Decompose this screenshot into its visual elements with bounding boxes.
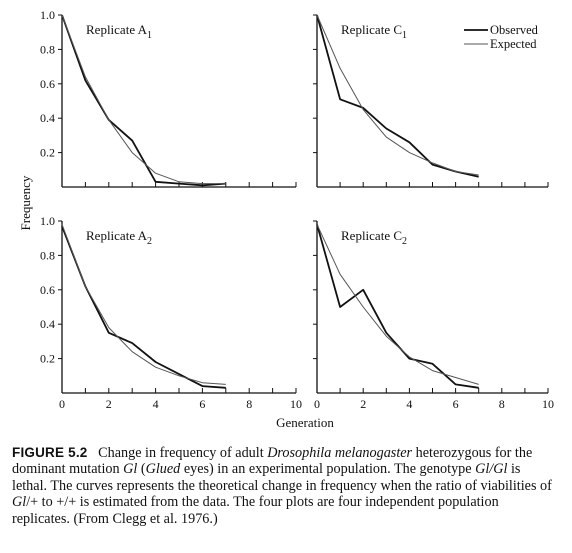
observed-line <box>61 225 226 389</box>
observed-line <box>316 224 479 389</box>
figure-caption: FIGURE 5.2 Change in frequency of adult … <box>12 445 557 527</box>
x-tick-label: 6 <box>453 397 459 411</box>
panel-0: 0.2 0.4 0.6 0.8 1.0 Replicate A1 <box>40 8 297 188</box>
caption-text: heterozygous for the dominant mutation <box>12 445 533 478</box>
caption-text: /+ to +/+ is estimated from the data. Th… <box>12 494 499 527</box>
caption-text: ( <box>137 461 146 478</box>
x-tick-label: 4 <box>153 397 159 411</box>
x-tick-label: 8 <box>246 397 252 411</box>
x-tick-label: 2 <box>106 397 112 411</box>
y-tick-label: 0.4 <box>40 111 55 125</box>
panel-title: Replicate A2 <box>86 228 152 247</box>
x-tick-label: 8 <box>499 397 505 411</box>
panel-title-subscript: 2 <box>402 236 407 247</box>
panel-title-text: Replicate C <box>341 228 402 243</box>
x-tick-label: 2 <box>360 397 366 411</box>
panel-title-subscript: 2 <box>147 236 152 247</box>
expected-line <box>61 224 226 385</box>
legend-observed-label: Observed <box>490 23 539 37</box>
y-tick-label: 0.2 <box>40 146 55 160</box>
panel-title-subscript: 1 <box>402 30 407 41</box>
x-tick-label: 10 <box>542 397 554 411</box>
y-tick-label: 1.0 <box>40 8 55 22</box>
y-tick-label: 0.8 <box>40 248 55 262</box>
y-tick-label: 0.8 <box>40 42 55 56</box>
expected-line <box>61 14 226 185</box>
panel-title-text: Replicate A <box>86 22 148 37</box>
panel-title-text: Replicate C <box>341 22 402 37</box>
x-tick-label: 0 <box>314 397 320 411</box>
y-tick-label: 0.6 <box>40 283 55 297</box>
y-axis-label: Frequency <box>18 175 33 230</box>
x-axis-label: Generation <box>276 415 334 430</box>
caption-genotype: Gl <box>12 494 27 511</box>
y-tick-label: 0.6 <box>40 77 55 91</box>
observed-line <box>316 14 479 178</box>
y-tick-label: 0.4 <box>40 317 55 331</box>
panel-1: Replicate C1 <box>313 14 549 188</box>
panel-title: Replicate C2 <box>341 228 407 247</box>
x-tick-label: 10 <box>290 397 302 411</box>
caption-text: eyes) in an experimental population. The… <box>180 461 476 478</box>
x-tick-label: 0 <box>59 397 65 411</box>
legend-expected-label: Expected <box>490 37 537 51</box>
x-tick-label: 4 <box>406 397 412 411</box>
caption-text: Change in frequency of adult <box>98 445 268 461</box>
panel-title-subscript: 1 <box>147 30 152 41</box>
x-tick-label: 6 <box>199 397 205 411</box>
panel-title-text: Replicate A <box>86 228 148 243</box>
y-tick-label: 0.2 <box>40 352 55 366</box>
observed-line <box>61 14 226 187</box>
expected-line <box>316 224 479 385</box>
caption-eyes: Glued <box>145 461 181 478</box>
y-tick-label: 1.0 <box>40 214 55 228</box>
caption-gene: Gl <box>123 461 138 478</box>
caption-text: is lethal. The curves represents the the… <box>12 461 552 494</box>
caption-figure-number: FIGURE 5.2 <box>12 445 88 460</box>
caption-genotype: Gl/Gl <box>475 461 508 478</box>
caption-species: Drosophila melanogaster <box>267 445 413 461</box>
panel-title: Replicate C1 <box>341 22 407 41</box>
panel-title: Replicate A1 <box>86 22 152 41</box>
expected-line <box>316 14 479 176</box>
